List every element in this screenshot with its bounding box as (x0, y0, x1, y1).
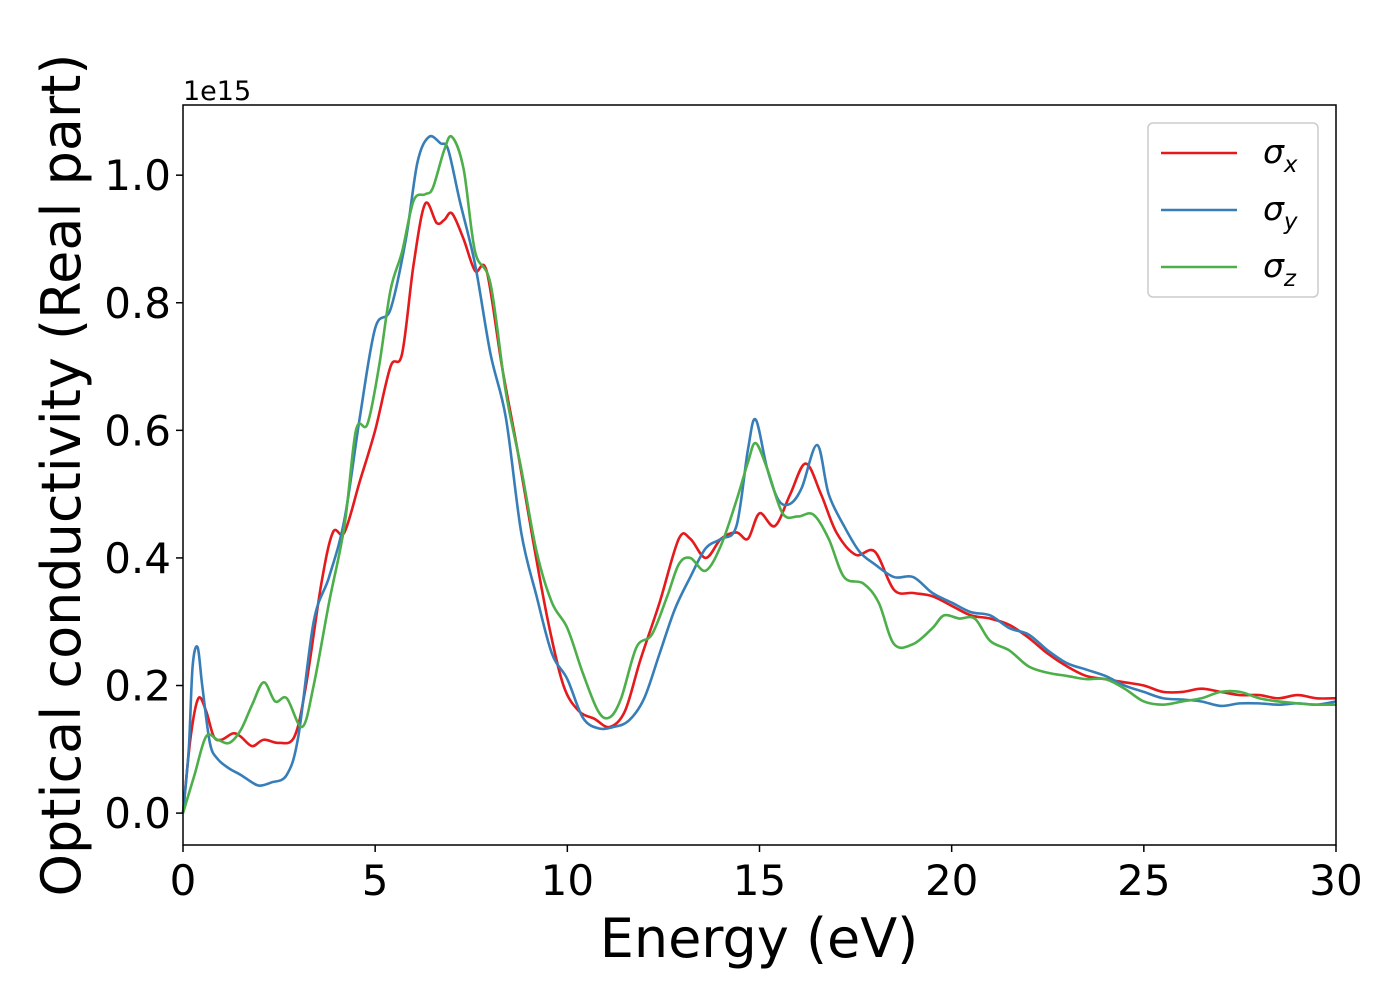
y-tick-label: 0.4 (104, 534, 171, 583)
y-offset-label: 1e15 (183, 76, 251, 107)
y-axis-ticks: 0.0 0.2 0.4 0.6 0.8 1.0 (104, 151, 183, 838)
x-axis-label: Energy (eV) (600, 907, 919, 970)
series-line-y (181, 134, 1337, 814)
x-tick-label: 5 (362, 856, 389, 905)
x-tick-label: 25 (1117, 856, 1170, 905)
y-tick-label: 0.6 (104, 406, 171, 455)
series-layer (181, 134, 1337, 814)
x-tick-label: 15 (733, 856, 786, 905)
y-tick-label: 0.2 (104, 662, 171, 711)
x-axis-ticks: 0 5 10 15 20 25 30 (170, 845, 1363, 905)
x-tick-label: 10 (541, 856, 594, 905)
x-tick-label: 20 (925, 856, 978, 905)
series-line-z (181, 134, 1337, 814)
y-tick-label: 0.0 (104, 789, 171, 838)
x-tick-label: 0 (170, 856, 197, 905)
y-tick-label: 1.0 (104, 151, 171, 200)
x-tick-label: 30 (1309, 856, 1362, 905)
y-axis-label: Optical conductivity (Real part) (30, 54, 93, 897)
y-tick-label: 0.8 (104, 279, 171, 328)
